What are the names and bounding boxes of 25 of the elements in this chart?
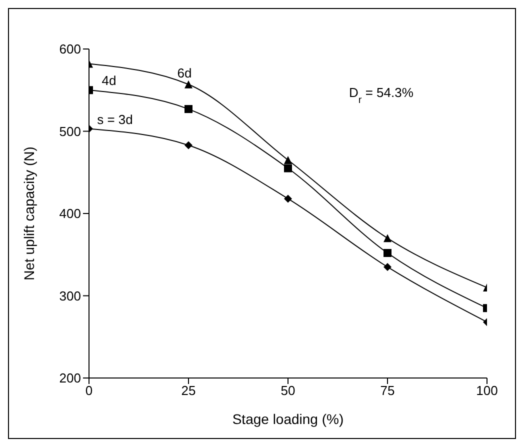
point (384, 262, 392, 271)
point (384, 248, 392, 257)
y-axis-title: Net uplift capacity (N) (20, 146, 37, 280)
series-label: 6d (177, 65, 192, 80)
x-tick-label: 75 (380, 383, 395, 398)
x-tick-label: 100 (476, 383, 498, 398)
x-axis-title: Stage loading (%) (232, 411, 344, 427)
x-tick-label: 50 (280, 383, 296, 398)
y-tick-label: 300 (59, 288, 81, 304)
point (384, 234, 392, 242)
y-tick-label: 200 (59, 370, 81, 386)
y-tick-label: 400 (59, 206, 81, 222)
point (184, 141, 192, 150)
y-tick-label: 600 (59, 42, 81, 57)
x-tick-label: 0 (85, 383, 93, 398)
point (184, 80, 192, 88)
y-tick-label: 500 (59, 124, 81, 139)
point (184, 105, 192, 114)
point (284, 156, 292, 164)
annotation: D$_{r}$ = 54.3% (349, 85, 414, 106)
point (284, 194, 292, 203)
series-label: s = 3d (97, 112, 133, 127)
point (284, 164, 292, 172)
series-label: 4d (102, 73, 116, 88)
x-tick-label: 25 (181, 383, 196, 398)
